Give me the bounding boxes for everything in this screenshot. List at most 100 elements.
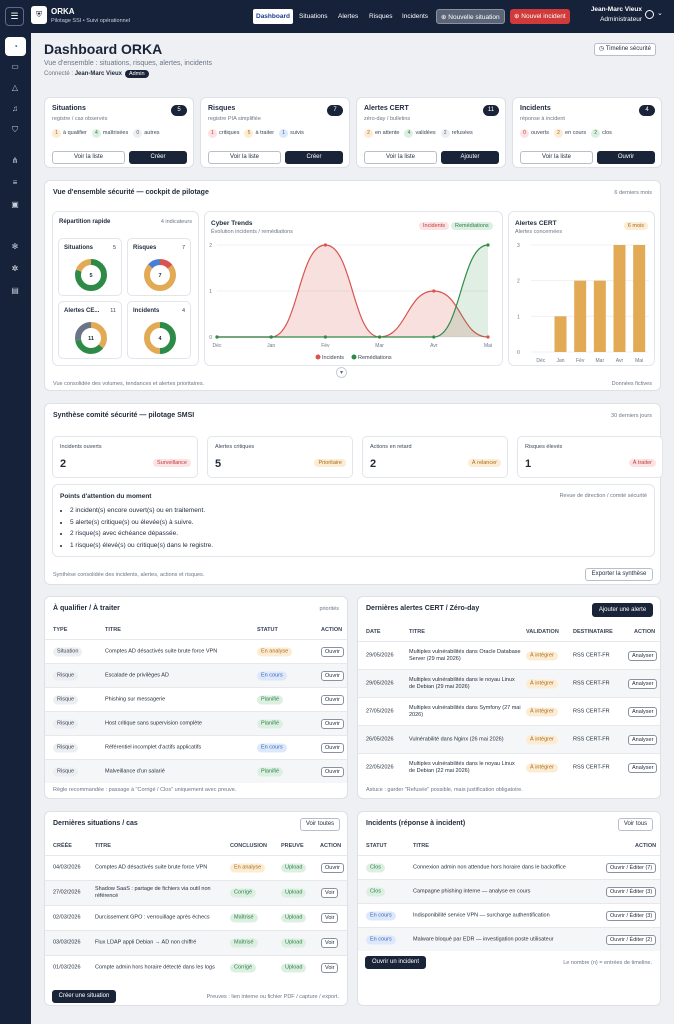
card-stats: 2 en attente 4 validées 2 refusées [364,129,514,138]
situation-action-button[interactable]: Ouvrir [321,863,344,873]
situation-action-button[interactable]: Voir [321,913,339,923]
type-badge: Risque [53,743,79,752]
stat-item: 0 ouverts [520,129,549,138]
open-button[interactable]: Ouvrir [321,694,344,705]
open-button[interactable]: Ouvrir [321,742,344,753]
stat-count: 0 [520,129,529,138]
stat-label: autres [144,130,160,136]
open-edit-button[interactable]: Ouvrir / Éditer (3) [606,910,657,921]
open-incident-button[interactable]: Ouvrir un incident [365,956,426,969]
overview-period: 6 derniers mois [614,190,652,196]
analyze-button[interactable]: Analyser [628,678,658,689]
nav-incidents[interactable]: Incidents [402,13,429,20]
gear-icon[interactable]: ✲ [11,264,19,273]
card-action-button[interactable]: Créer [129,151,187,164]
server-icon[interactable]: ≡ [12,178,18,187]
collapse-chevron-icon[interactable]: ▾ [336,367,347,378]
legend-marker [351,354,357,360]
row-title: Host critique sans supervision complète [105,720,202,726]
cert-period-tag: 6 mois [623,222,648,230]
stat-item: 1 suivis [279,129,304,138]
see-list-button[interactable]: Voir la liste [364,151,437,164]
see-list-button[interactable]: Voir la liste [520,151,593,164]
page-subtitle: Vue d'ensemble : situations, risques, al… [44,60,212,67]
network-icon[interactable]: ⋔ [11,156,19,165]
see-all-situations-button[interactable]: Voir toutes [300,818,340,831]
validation-badge: À intégrer [526,707,558,716]
table-row: 27/02/2026 Shadow SaaS : partage de fichi… [45,880,347,905]
new-situation-button[interactable]: ⊕ Nouvelle situation [436,9,505,24]
analyze-button[interactable]: Analyser [628,706,658,717]
user-avatar-icon[interactable] [645,10,654,19]
table-row: 01/03/2026 Compte admin hors horaire déte… [45,955,347,980]
column-header: TITRE [105,627,121,633]
open-button[interactable]: Ouvrir [321,718,344,729]
open-edit-button[interactable]: Ouvrir / Éditer (3) [606,886,657,897]
nav-risques[interactable]: Risques [369,13,393,20]
situation-date: 02/03/2026 [53,914,81,921]
export-summary-button[interactable]: Exporter la synthèse [585,568,653,581]
analyze-button[interactable]: Analyser [628,734,658,745]
row-title: Comptes AD désactivés suite brute force … [105,648,218,654]
analyze-button[interactable]: Analyser [628,762,658,773]
qualify-section: À qualifier / À traiter priorités TYPE TI… [44,596,348,799]
open-edit-button[interactable]: Ouvrir / Éditer (2) [606,934,657,945]
create-situation-button[interactable]: Créer une situation [52,990,116,1003]
card-action-button[interactable]: Créer [285,151,343,164]
table-row: 22/05/2026 Multiples vulnérabilités dans … [358,753,660,781]
chevron-down-icon[interactable]: ⌄ [657,10,663,17]
bar [574,280,587,352]
committee-footer: Synthèse consolidée des incidents, alert… [53,572,205,578]
alert-recipient: RSS CERT-FR [573,708,610,714]
warning-icon[interactable]: △ [11,83,19,92]
see-all-incidents-button[interactable]: Voir tous [618,818,653,831]
open-button[interactable]: Ouvrir [321,766,344,777]
situation-action-button[interactable]: Voir [321,888,339,898]
situation-action-button[interactable]: Voir [321,938,339,948]
timeline-button[interactable]: ◷ Timeline sécurité [594,43,656,56]
nav-dashboard[interactable]: Dashboard [253,9,293,24]
donut-center-value: 7 [158,273,161,279]
timeline-label: Timeline sécurité [605,46,651,52]
card-action-button[interactable]: Ouvrir [597,151,655,164]
kpi-value: 5 [215,458,222,470]
situations-footer: Preuves : lien interne ou fichier PDF / … [206,994,339,1000]
card-title: Alertes CERT [364,105,409,112]
document-icon[interactable]: ▤ [11,286,19,295]
open-button[interactable]: Ouvrir [321,646,344,657]
donut-segment [144,322,176,354]
y-tick-label: 1 [209,289,212,295]
committee-period: 30 derniers jours [611,413,652,419]
nav-alertes[interactable]: Alertes [338,13,359,20]
analyze-button[interactable]: Analyser [628,650,658,661]
bell-icon[interactable]: ♫ [12,104,18,113]
count-badge: 5 [171,105,187,116]
see-list-button[interactable]: Voir la liste [208,151,281,164]
situation-action-button[interactable]: Voir [321,963,339,973]
nav-situations[interactable]: Situations [299,13,328,20]
stat-count: 1 [279,129,289,138]
open-button[interactable]: Ouvrir [321,670,344,681]
card-subtitle: registre / cas observés [52,116,108,122]
card-title: Incidents [520,105,551,112]
open-edit-button[interactable]: Ouvrir / Éditer (7) [606,862,657,873]
dashboard-icon[interactable]: ◔ [5,37,26,56]
new-incident-button[interactable]: ⊕ Nouvel incident [510,9,570,24]
settings-icon[interactable]: ✻ [11,242,19,251]
data-point [486,243,490,247]
see-list-button[interactable]: Voir la liste [52,151,125,164]
donut-label: Risques [133,245,157,251]
shield-outline-icon[interactable]: ⛉ [12,125,18,134]
folder-icon[interactable]: ▭ [11,62,19,71]
clipboard-icon[interactable]: ▣ [11,200,19,209]
new-incident-label: Nouvel incident [521,13,566,20]
menu-icon[interactable]: ☰ [5,7,24,26]
alert-date: 27/05/2026 [366,708,394,714]
add-alert-button[interactable]: Ajouter une alerte [592,603,653,617]
x-tick-label: Mai [484,343,492,349]
attention-point: 5 alerte(s) critique(s) ou élevée(s) à s… [70,517,213,529]
card-action-button[interactable]: Ajouter [441,151,499,164]
y-tick-label: 1 [517,314,520,320]
row-title: Phishing sur messagerie [105,696,166,702]
